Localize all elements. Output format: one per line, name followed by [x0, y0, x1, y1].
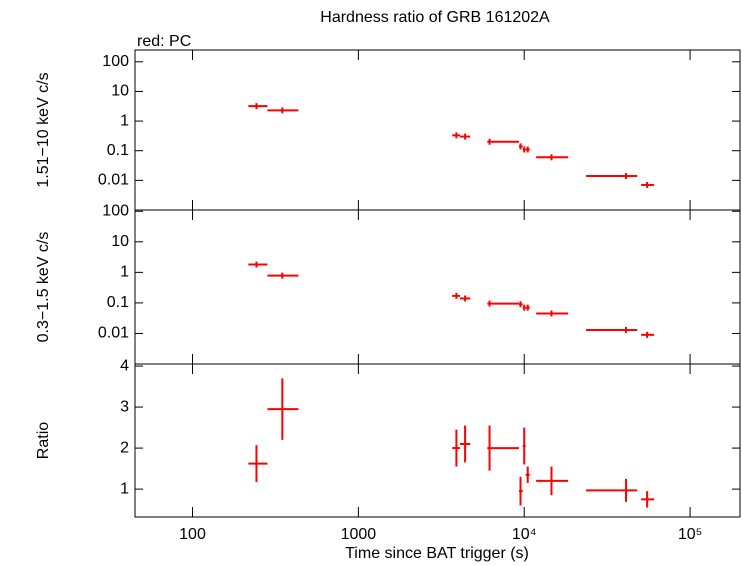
- x-tick-label: 1000: [341, 526, 377, 543]
- y-tick-label: 4: [120, 357, 129, 374]
- chart-subtitle: red: PC: [137, 33, 191, 50]
- y-axis-label: Ratio: [35, 422, 52, 459]
- y-tick-label: 10: [111, 233, 129, 250]
- y-axis-label: 0.3−1.5 keV c/s: [35, 232, 52, 343]
- y-tick-label: 1: [120, 264, 129, 281]
- y-tick-label: 10: [111, 83, 129, 100]
- plot-frame: [134, 49, 741, 211]
- chart-title: Hardness ratio of GRB 161202A: [320, 9, 550, 26]
- y-tick-label: 1: [120, 480, 129, 497]
- y-tick-label: 100: [102, 53, 129, 70]
- y-tick-label: 0.1: [107, 142, 129, 159]
- y-tick-label: 0.01: [98, 325, 129, 342]
- y-tick-label: 3: [120, 398, 129, 415]
- y-tick-label: 1: [120, 112, 129, 129]
- x-tick-label: 100: [179, 526, 206, 543]
- y-tick-label: 100: [102, 202, 129, 219]
- x-tick-label: 10⁴: [512, 526, 537, 543]
- x-axis-label: Time since BAT trigger (s): [345, 545, 529, 562]
- plot-frame: [134, 363, 741, 518]
- y-tick-label: 2: [120, 439, 129, 456]
- y-tick-label: 0.01: [98, 172, 129, 189]
- y-axis-label: 1.51−10 keV c/s: [35, 72, 52, 187]
- x-tick-label: 10⁵: [678, 526, 702, 543]
- y-tick-label: 0.1: [107, 294, 129, 311]
- plot-frame: [134, 209, 741, 365]
